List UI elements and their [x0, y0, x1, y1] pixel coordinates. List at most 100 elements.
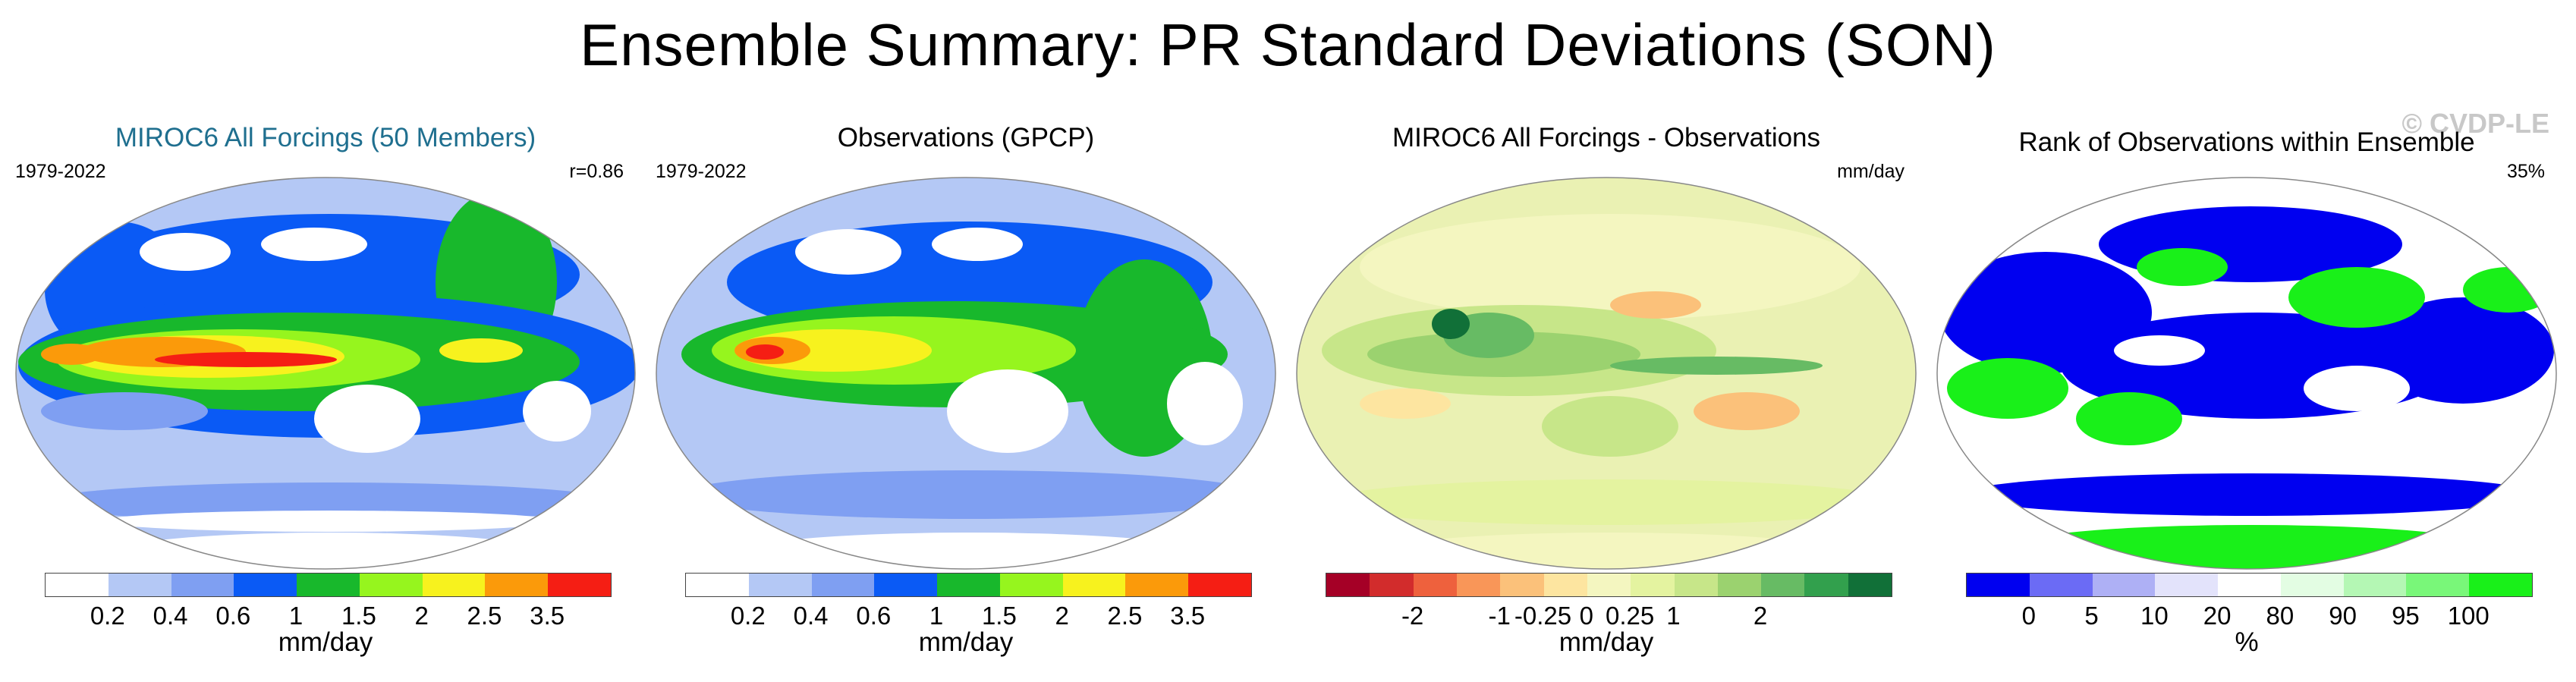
panel-title: Observations (GPCP) [837, 123, 1095, 152]
colorbar-tick-label: 95 [2392, 602, 2420, 630]
watermark: © CVDP-LE [2401, 108, 2549, 139]
colorbar-swatch [234, 574, 297, 596]
colorbar-swatches [1326, 573, 1892, 597]
colorbar-tick-label: 0.6 [856, 602, 892, 630]
colorbar-swatch [548, 574, 612, 596]
colorbar-swatch [2029, 574, 2093, 596]
colorbar-unit: mm/day [1558, 627, 1654, 657]
colorbar-swatches [1966, 573, 2533, 597]
colorbar-tick-label: 0.2 [90, 602, 125, 630]
colorbar-tick-label: 1 [929, 602, 944, 630]
panel-title: Rank of Observations within Ensemble [2018, 127, 2475, 157]
colorbar-tick-label: 100 [2447, 602, 2490, 630]
panel-title: MIROC6 All Forcings - Observations [1392, 123, 1821, 152]
colorbar-tick-label: 0.6 [215, 602, 251, 630]
colorbar-tick-label: 0 [2021, 602, 2036, 630]
colorbar-swatch [1674, 574, 1718, 596]
colorbar-swatch [999, 574, 1063, 596]
colorbar-swatch [937, 574, 1000, 596]
colorbar-swatch [1188, 574, 1252, 596]
colorbar-tick-label: 0.25 [1606, 602, 1655, 630]
colorbar: mm/day -2 -1 -0.25 0 0.25 1 2 [1291, 573, 1921, 679]
colorbar-swatch [2469, 574, 2533, 596]
colorbar-unit: mm/day [278, 627, 373, 657]
colorbar-swatch [108, 574, 171, 596]
colorbar-swatch [1062, 574, 1126, 596]
colorbar-tick-label: 2.5 [467, 602, 502, 630]
precip-difference-map [1296, 177, 1917, 570]
colorbar-swatch [811, 574, 875, 596]
colorbar-swatch [1717, 574, 1762, 596]
colorbar: mm/day 0.2 0.4 0.6 1 1.5 2 2.5 3.5 [11, 573, 640, 679]
colorbar-swatches [45, 573, 612, 597]
panel-rank: © CVDP-LE Rank of Observations within En… [1932, 108, 2562, 679]
colorbar-swatch [1631, 574, 1675, 596]
colorbar-swatch [2092, 574, 2156, 596]
colorbar-tick-label: -0.25 [1514, 602, 1572, 630]
colorbar-swatch [686, 574, 749, 596]
colorbar: mm/day 0.2 0.4 0.6 1 1.5 2 2.5 3.5 [651, 573, 1281, 679]
colorbar-tick-label: 90 [2329, 602, 2357, 630]
panel-observations: Observations (GPCP) 1979-2022 mm/day 0.2… [651, 114, 1281, 679]
period-label: 1979-2022 [656, 161, 747, 182]
colorbar-swatch [46, 574, 109, 596]
colorbar-tick-label: 20 [2203, 602, 2232, 630]
precip-map-model [15, 177, 636, 570]
colorbar-swatch [1456, 574, 1501, 596]
colorbar-tick-label: 5 [2084, 602, 2099, 630]
colorbar-tick-label: 1.5 [341, 602, 376, 630]
rank-map [1936, 177, 2557, 570]
colorbar-swatch [1804, 574, 1848, 596]
colorbar-tick-label: -1 [1488, 602, 1511, 630]
colorbar-tick-label: 2.5 [1107, 602, 1143, 630]
colorbar: % 0 5 10 20 80 90 95 100 [1932, 573, 2562, 679]
colorbar-unit: % [2235, 627, 2259, 657]
colorbar-swatch [422, 574, 486, 596]
colorbar-swatch [2406, 574, 2470, 596]
pattern-correlation-label: r=0.86 [569, 161, 624, 182]
colorbar-tick-label: 10 [2140, 602, 2169, 630]
units-label: mm/day [1837, 161, 1904, 182]
colorbar-tick-label: 0.4 [153, 602, 188, 630]
colorbar-swatch [1543, 574, 1587, 596]
panel-model: MIROC6 All Forcings (50 Members) 1979-20… [11, 114, 640, 679]
colorbar-swatch [171, 574, 234, 596]
colorbar-swatch [1967, 574, 2030, 596]
colorbar-tick-label: 0.4 [793, 602, 829, 630]
precip-map-observations [656, 177, 1276, 570]
colorbar-tick-label: 2 [1055, 602, 1069, 630]
colorbar-swatch [1413, 574, 1457, 596]
colorbar-tick-label: 80 [2266, 602, 2294, 630]
colorbar-tick-label: 0.2 [730, 602, 766, 630]
colorbar-tick-label: 0 [1579, 602, 1594, 630]
colorbar-swatch [1125, 574, 1189, 596]
colorbar-tick-label: 1 [288, 602, 304, 630]
colorbar-unit: mm/day [918, 627, 1014, 657]
colorbar-swatches [685, 573, 1252, 597]
colorbar-swatch [748, 574, 812, 596]
colorbar-swatch [874, 574, 938, 596]
colorbar-tick-label: 2 [414, 602, 429, 630]
colorbar-swatch [359, 574, 423, 596]
colorbar-tick-label: 2 [1753, 602, 1768, 630]
panel-title: MIROC6 All Forcings (50 Members) [115, 123, 536, 152]
colorbar-swatch [1370, 574, 1414, 596]
colorbar-swatch [1848, 574, 1892, 596]
colorbar-tick-label: 1 [1666, 602, 1681, 630]
colorbar-swatch [1326, 574, 1370, 596]
colorbar-tick-label: 1.5 [981, 602, 1017, 630]
colorbar-swatch [1761, 574, 1805, 596]
period-label: 1979-2022 [15, 161, 106, 182]
colorbar-swatch [2155, 574, 2219, 596]
main-title: Ensemble Summary: PR Standard Deviations… [580, 11, 1996, 78]
colorbar-swatch [2343, 574, 2407, 596]
colorbar-swatch [1587, 574, 1631, 596]
colorbar-swatch [1500, 574, 1544, 596]
percent-label: 35% [2506, 161, 2545, 182]
colorbar-tick-label: 3.5 [1170, 602, 1206, 630]
colorbar-swatch [2218, 574, 2281, 596]
colorbar-swatch [297, 574, 360, 596]
panel-difference: MIROC6 All Forcings - Observations mm/da… [1291, 114, 1921, 679]
colorbar-tick-label: -2 [1401, 602, 1424, 630]
colorbar-swatch [485, 574, 549, 596]
